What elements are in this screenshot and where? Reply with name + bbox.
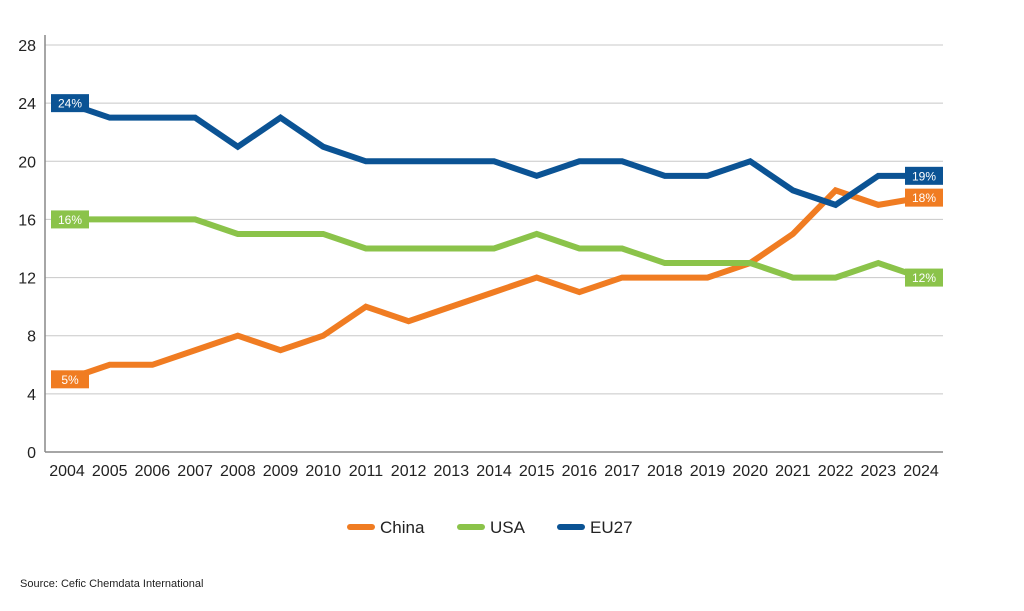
x-tick-label: 2011 (349, 463, 384, 480)
x-tick-label: 2013 (434, 463, 470, 480)
x-tick-label: 2023 (861, 463, 897, 480)
y-tick-label: 16 (18, 212, 36, 229)
source-note: Source: Cefic Chemdata International (20, 578, 204, 590)
y-tick-label: 12 (18, 271, 36, 288)
x-tick-label: 2016 (562, 463, 598, 480)
x-tick-label: 2015 (519, 463, 555, 480)
x-tick-label: 2012 (391, 463, 427, 480)
data-label-box (51, 370, 89, 389)
x-tick-label: 2007 (177, 463, 213, 480)
x-tick-label: 2009 (263, 463, 299, 480)
x-tick-label: 2021 (775, 463, 811, 480)
x-tick-label: 2006 (135, 463, 171, 480)
data-label: 16% (58, 213, 82, 227)
legend-label: China (380, 518, 425, 537)
y-tick-label: 20 (18, 154, 36, 171)
data-label: 5% (61, 373, 79, 387)
y-tick-label: 8 (27, 329, 36, 346)
data-label: 19% (912, 169, 936, 183)
legend-label: USA (490, 518, 526, 537)
x-tick-label: 2014 (476, 463, 512, 480)
y-tick-label: 24 (18, 96, 36, 113)
legend-label: EU27 (590, 518, 633, 537)
data-label: 18% (912, 191, 936, 205)
data-label-box (905, 268, 943, 287)
data-label-box (905, 188, 943, 207)
data-label-box (51, 94, 89, 113)
x-tick-label: 2019 (690, 463, 726, 480)
x-tick-label: 2004 (49, 463, 85, 480)
x-tick-label: 2018 (647, 463, 683, 480)
series-line-eu27 (66, 100, 921, 209)
x-tick-label: 2017 (604, 463, 640, 480)
data-label: 24% (58, 97, 82, 111)
y-tick-label: 0 (27, 445, 36, 462)
data-label: 12% (912, 271, 936, 285)
x-tick-label: 2010 (305, 463, 341, 480)
x-tick-label: 2008 (220, 463, 256, 480)
data-label-box (905, 166, 943, 185)
x-tick-label: 2022 (818, 463, 854, 480)
y-tick-label: 4 (27, 387, 36, 404)
x-tick-label: 2024 (903, 463, 939, 480)
x-tick-label: 2020 (732, 463, 768, 480)
data-label-box (51, 210, 89, 229)
y-tick-label: 28 (18, 38, 36, 55)
x-tick-label: 2005 (92, 463, 128, 480)
